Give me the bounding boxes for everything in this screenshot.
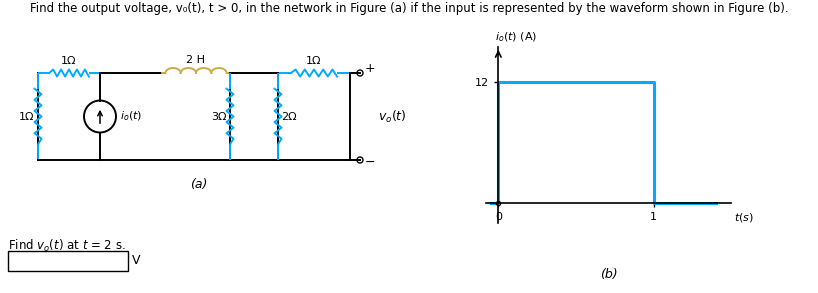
Text: $i_o(t)$ (A): $i_o(t)$ (A) <box>495 30 537 44</box>
Text: (b): (b) <box>600 268 618 281</box>
Text: $i_o(t)$: $i_o(t)$ <box>120 110 142 123</box>
Text: $v_o(t)$: $v_o(t)$ <box>378 108 407 125</box>
Text: 1Ω: 1Ω <box>61 56 77 66</box>
Text: 1Ω: 1Ω <box>306 56 321 66</box>
Text: −: − <box>365 156 375 168</box>
Text: 2Ω: 2Ω <box>281 112 297 122</box>
Text: Find $v_o(t)$ at $t$ = 2 s.: Find $v_o(t)$ at $t$ = 2 s. <box>8 238 126 254</box>
FancyBboxPatch shape <box>8 251 128 271</box>
Text: $t(s)$: $t(s)$ <box>735 211 754 224</box>
Text: Find the output voltage, v₀(t), t > 0, in the network in Figure (a) if the input: Find the output voltage, v₀(t), t > 0, i… <box>29 2 789 15</box>
Text: +: + <box>365 62 375 76</box>
Text: 2 H: 2 H <box>187 55 205 65</box>
Text: (a): (a) <box>191 178 208 191</box>
Text: V: V <box>132 255 141 268</box>
Text: 3Ω: 3Ω <box>211 112 227 122</box>
Text: 1Ω: 1Ω <box>20 112 34 122</box>
